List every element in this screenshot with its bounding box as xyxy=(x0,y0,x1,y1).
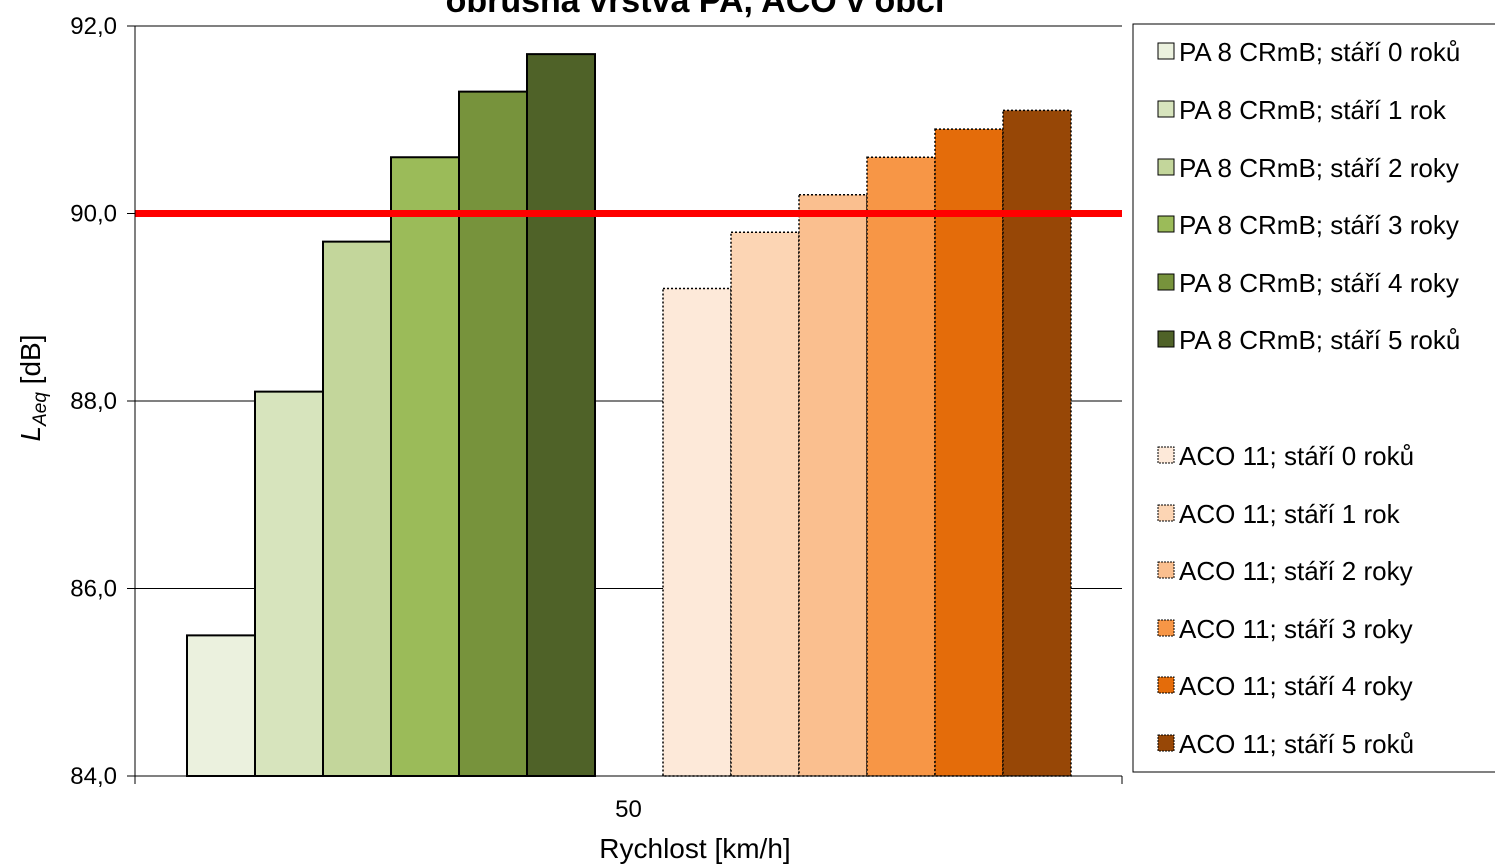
y-tick-labels: 84,0 86,0 88,0 90,0 92,0 xyxy=(70,13,135,790)
bar xyxy=(254,390,324,777)
legend-label: PA 8 CRmB; stáří 3 roky xyxy=(1179,210,1459,240)
bar xyxy=(526,53,596,777)
bar xyxy=(1002,109,1072,777)
bar xyxy=(662,287,732,777)
y-axis-title: LAeq [dB] xyxy=(15,335,51,442)
chart-title: obrusná vrstva PA, ACO v obci xyxy=(446,0,945,20)
y-tick-label: 86,0 xyxy=(70,576,117,603)
legend-swatch xyxy=(1157,561,1175,579)
bar xyxy=(866,156,936,777)
bar xyxy=(186,634,256,777)
x-tick-label: 50 xyxy=(615,796,642,823)
legend-swatch xyxy=(1157,619,1175,637)
legend-swatch xyxy=(1157,100,1175,118)
legend-swatch xyxy=(1157,734,1175,752)
legend-label: ACO 11; stáří 5 roků xyxy=(1179,729,1414,759)
y-tick-label: 84,0 xyxy=(70,763,117,790)
bar xyxy=(798,194,868,777)
bar xyxy=(322,240,392,777)
legend-label: PA 8 CRmB; stáří 1 rok xyxy=(1179,95,1447,125)
legend-label: ACO 11; stáří 3 roky xyxy=(1179,614,1413,644)
y-tick-label: 88,0 xyxy=(70,388,117,415)
y-tick-label: 90,0 xyxy=(70,201,117,228)
legend: PA 8 CRmB; stáří 0 roků PA 8 CRmB; stáří … xyxy=(1157,37,1460,759)
legend-box xyxy=(1132,23,1495,773)
legend-label: PA 8 CRmB; stáří 2 roky xyxy=(1179,153,1459,183)
x-tick-labels: 50 xyxy=(615,796,642,823)
legend-swatch xyxy=(1157,273,1175,291)
bar xyxy=(934,128,1004,777)
legend-swatch xyxy=(1157,158,1175,176)
legend-label: PA 8 CRmB; stáří 0 roků xyxy=(1179,37,1460,67)
legend-label: PA 8 CRmB; stáří 5 roků xyxy=(1179,325,1460,355)
y-axis-title-sub: Aeq xyxy=(30,392,51,427)
bar-group xyxy=(186,53,1072,777)
bar xyxy=(458,90,528,777)
legend-label: ACO 11; stáří 2 roky xyxy=(1179,556,1413,586)
legend-label: ACO 11; stáří 4 roky xyxy=(1179,671,1413,701)
x-axis-title: Rychlost [km/h] xyxy=(599,833,790,864)
legend-swatch xyxy=(1157,446,1175,464)
legend-swatch xyxy=(1157,330,1175,348)
y-axis-title-main: L xyxy=(15,426,46,442)
bar xyxy=(390,156,460,777)
legend-label: PA 8 CRmB; stáří 4 roky xyxy=(1179,268,1459,298)
legend-swatch xyxy=(1157,676,1175,694)
legend-label: ACO 11; stáří 1 rok xyxy=(1179,499,1401,529)
y-axis-title-unit: [dB] xyxy=(15,335,46,393)
legend-swatch xyxy=(1157,215,1175,233)
legend-label: ACO 11; stáří 0 roků xyxy=(1179,441,1414,471)
bar xyxy=(730,231,800,777)
legend-swatch xyxy=(1157,504,1175,522)
legend-swatch xyxy=(1157,42,1175,60)
y-tick-label: 92,0 xyxy=(70,13,117,40)
